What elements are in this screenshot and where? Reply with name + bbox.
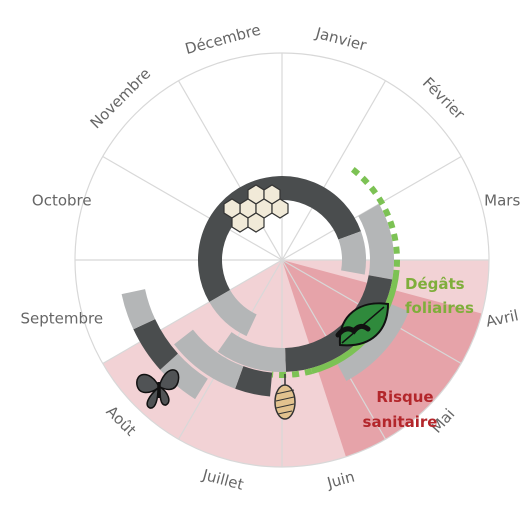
month-label: Décembre [183,21,262,58]
month-label: Octobre [32,191,92,209]
risk-label: Risque [376,388,433,406]
life-cycle-wheel: JanvierFévrierMarsAvrilMaiJuinJuilletAoû… [0,0,523,515]
damage-label: Dégâts [405,275,465,293]
stage-arc [369,210,382,277]
stage-arc [239,377,271,384]
month-label: Mars [484,191,520,209]
month-label: Septembre [20,310,103,328]
month-label: Août [103,402,140,439]
risk-label: sanitaire [363,413,438,431]
stage-arc [133,292,144,325]
damage-label: foliaires [405,299,474,317]
month-label: Janvier [313,24,369,55]
stage-arc [350,235,354,272]
month-label: Juillet [200,465,246,493]
month-label: Juin [324,467,356,492]
month-label: Avril [484,306,520,330]
